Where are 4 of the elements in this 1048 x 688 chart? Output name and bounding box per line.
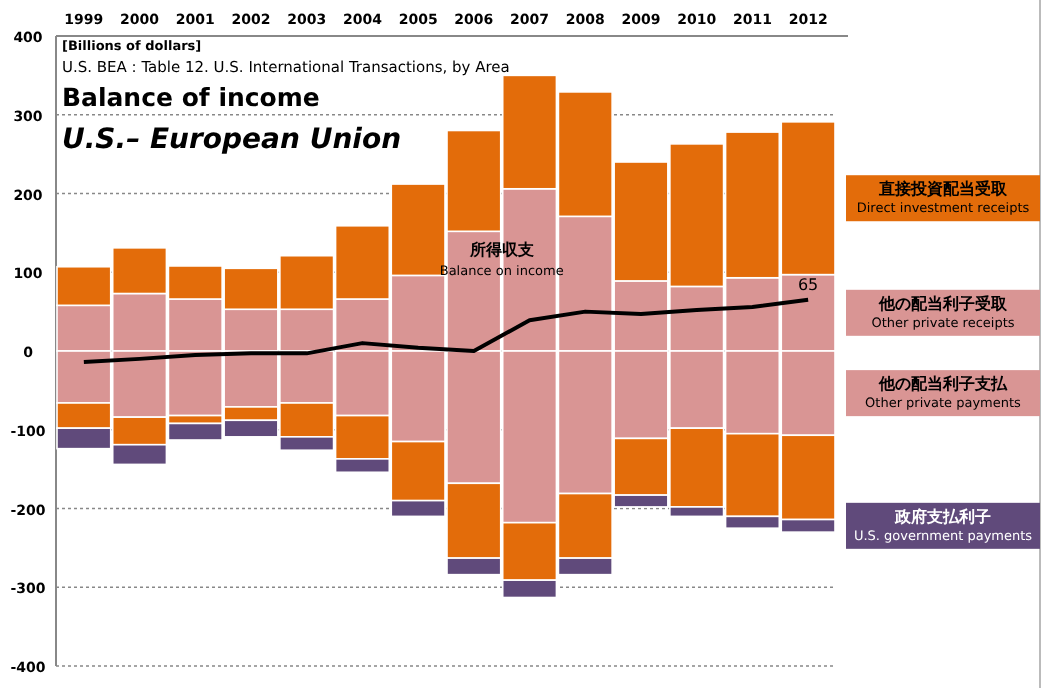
line-series	[81, 297, 811, 365]
text: U.S.– European Union	[62, 124, 402, 156]
text: Balance of income	[62, 82, 320, 112]
data-label: 65	[797, 275, 819, 294]
